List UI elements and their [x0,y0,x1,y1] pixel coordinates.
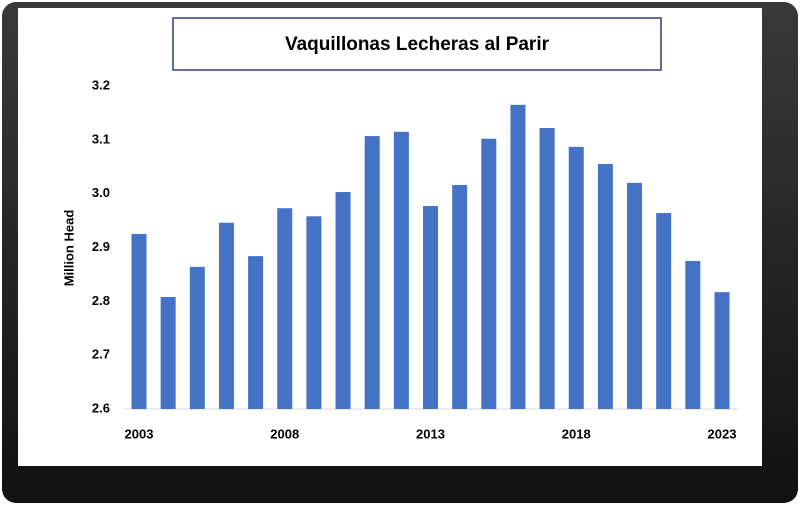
x-tick-label: 2023 [708,426,737,441]
bar [627,182,643,409]
bar [510,104,526,409]
bar [306,216,322,409]
bar [131,234,147,409]
plot-background [18,8,762,466]
y-tick-label: 2.7 [92,347,110,362]
y-tick-label: 2.6 [92,400,110,415]
x-tick-label: 2013 [416,426,445,441]
bar [656,213,672,409]
bar [160,297,176,409]
bar [481,138,497,410]
x-tick-label: 2018 [562,426,591,441]
y-tick-label: 2.9 [92,239,110,254]
bar [714,292,730,409]
bar [685,260,701,409]
bar [393,131,409,409]
bar [248,256,264,409]
bar [597,164,613,409]
bar [452,185,468,409]
bar [364,136,380,409]
bar [423,206,438,409]
y-tick-label: 3.0 [92,185,110,200]
bar [277,208,293,409]
y-axis-label: Million Head [61,210,76,287]
chart-title: Vaquillonas Lecheras al Parir [285,34,550,55]
bar [218,222,234,409]
x-tick-label: 2003 [125,426,154,441]
y-tick-label: 3.2 [92,77,110,92]
bar [568,146,584,409]
bar [539,127,555,410]
x-tick-label: 2008 [270,426,299,441]
y-tick-label: 3.1 [92,131,110,146]
title-box [172,17,662,71]
bar [189,266,205,409]
bar [335,192,351,409]
y-tick-label: 2.8 [92,293,110,308]
